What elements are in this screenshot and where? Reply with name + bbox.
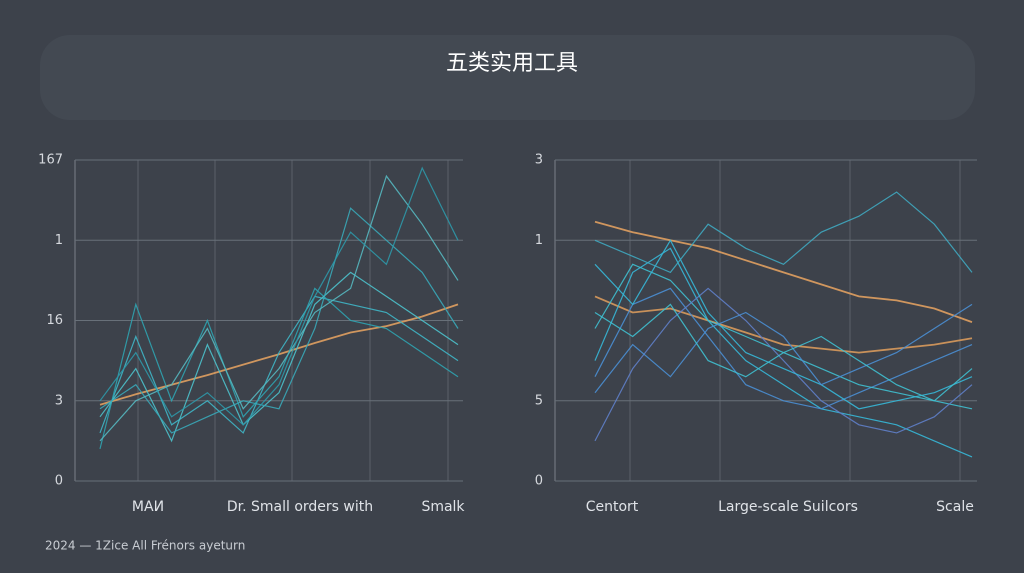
series-line <box>594 191 973 274</box>
series-line <box>594 287 973 442</box>
y-tick-label: 0 <box>535 474 543 489</box>
y-tick-label: 5 <box>535 393 543 408</box>
series-line <box>594 220 973 323</box>
title-band <box>40 35 975 120</box>
y-tick-label: 1 <box>55 233 63 248</box>
series-line <box>594 303 973 402</box>
y-tick-label: 16 <box>46 313 63 328</box>
series-line <box>594 239 973 410</box>
y-tick-label: 3 <box>55 393 63 408</box>
x-label: Smalk <box>421 499 465 515</box>
title: 五类实用工具 <box>446 51 578 76</box>
series-line <box>594 295 973 354</box>
series-line <box>99 303 459 406</box>
series-line <box>99 287 459 450</box>
series-line <box>99 166 459 426</box>
series-line <box>99 295 459 434</box>
series-line <box>594 303 973 394</box>
y-tick-label: 0 <box>55 474 63 489</box>
x-label: Dr. Small orders with <box>227 499 373 515</box>
series-line <box>594 247 973 458</box>
x-label: Scale <box>936 499 974 515</box>
y-tick-label: 1 <box>535 233 543 248</box>
series-line <box>99 207 459 434</box>
y-tick-label: 3 <box>535 153 543 168</box>
series-line <box>594 287 973 410</box>
y-tick-label: 167 <box>38 153 63 168</box>
series-line <box>99 271 459 443</box>
x-label: Large-scale Suilcors <box>718 499 858 515</box>
x-label: Centort <box>586 499 639 515</box>
series-line <box>99 174 459 442</box>
x-label: MAИ <box>132 499 164 515</box>
footer: 2024 — 1Zice All Frénors ayeturn <box>45 539 245 553</box>
